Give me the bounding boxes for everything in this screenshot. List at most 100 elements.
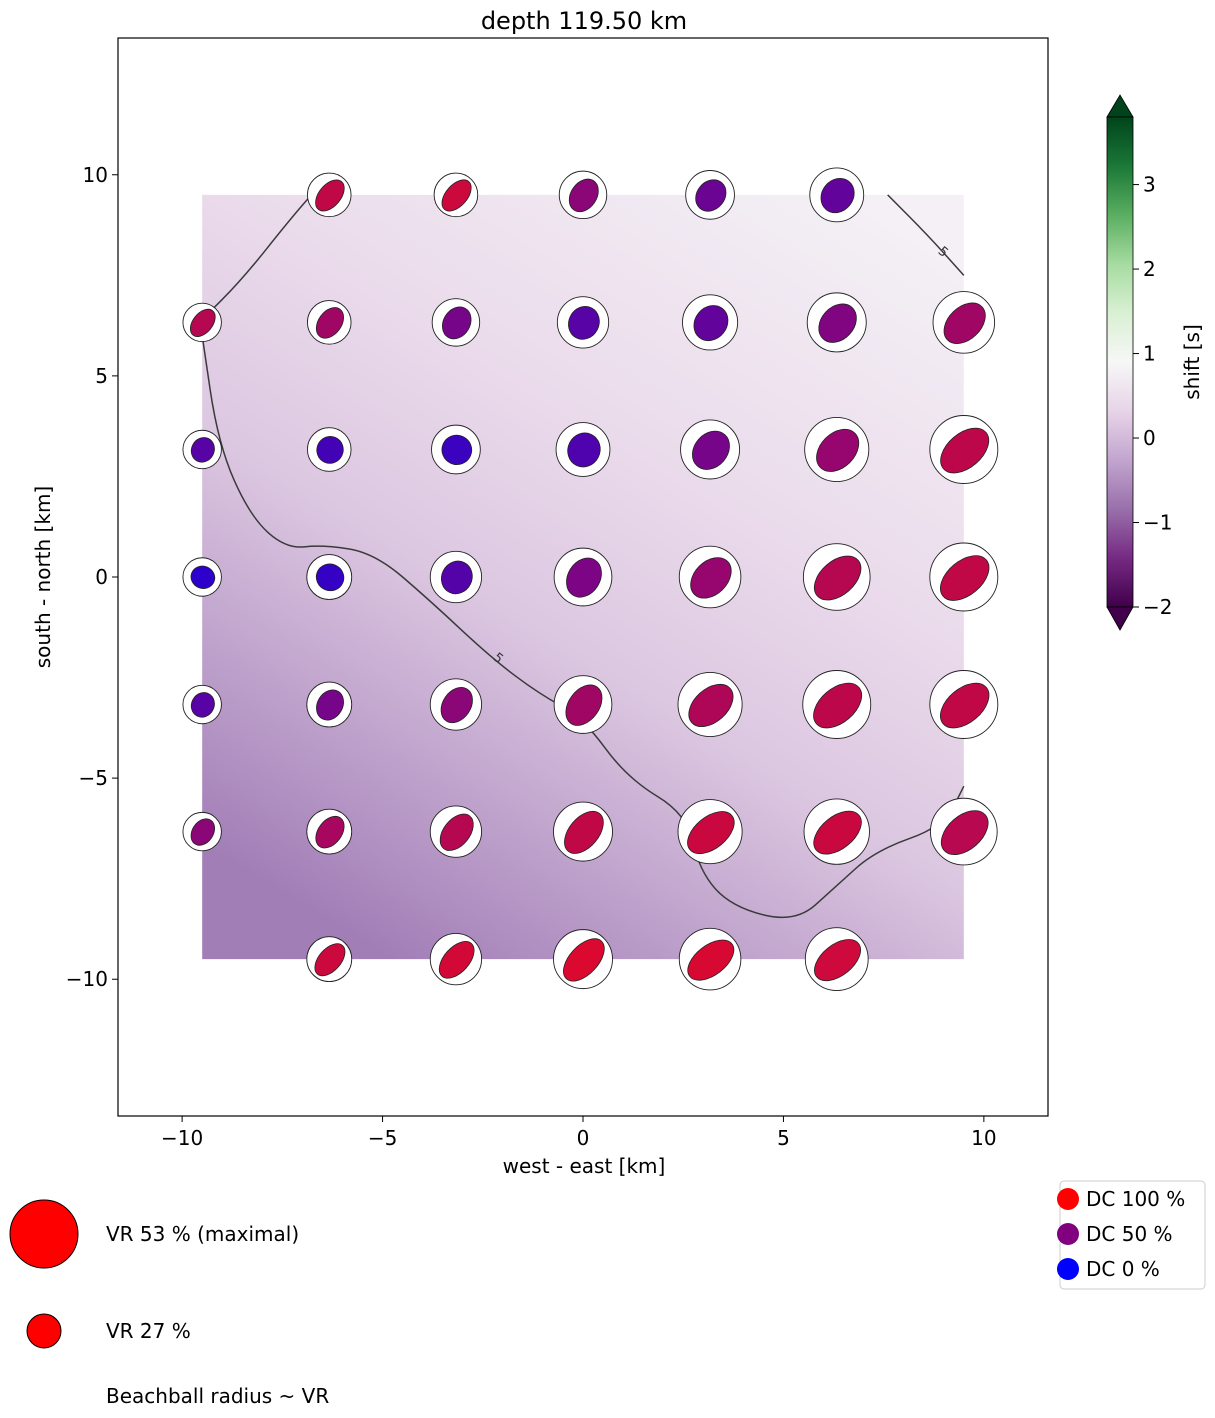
beachball-compression-lobe <box>813 682 863 729</box>
beachball-compression-lobe <box>813 810 862 855</box>
colorbar-tick-label: 0 <box>1143 426 1156 450</box>
x-tick-label: 10 <box>971 1126 996 1150</box>
beachball <box>306 427 352 472</box>
y-axis: −10 −5 0 5 10 <box>66 163 118 991</box>
beachball-compression-lobe <box>693 305 729 342</box>
beachball <box>682 294 739 351</box>
y-tick-label: 10 <box>83 163 108 187</box>
x-tick-label: 0 <box>577 1126 590 1150</box>
colorbar-extend-top <box>1106 94 1134 118</box>
beachball <box>306 681 353 728</box>
beachball-compression-lobe <box>688 683 734 728</box>
vr-legend-marker-min <box>26 1313 62 1349</box>
beachball <box>429 933 483 986</box>
beachball-compression-lobe <box>190 818 216 846</box>
beachball-compression-lobe <box>438 941 475 979</box>
vr-legend-label-max: VR 53 % (maximal) <box>106 1222 299 1246</box>
beachball-compression-lobe <box>563 938 605 982</box>
beachball-compression-lobe <box>695 179 727 212</box>
beachball <box>429 805 483 858</box>
beachball-compression-lobe <box>820 177 855 214</box>
beachballs <box>182 167 999 992</box>
beachball <box>555 422 611 477</box>
beachball-compression-lobe <box>565 684 603 726</box>
beachball-compression-lobe <box>567 432 601 468</box>
beachball-compression-lobe <box>315 307 345 339</box>
beachball <box>929 542 999 612</box>
y-tick-label: −10 <box>66 967 108 991</box>
beachball <box>678 545 742 609</box>
colorbar-tick-label: 3 <box>1143 173 1156 197</box>
beachball-compression-lobe <box>568 306 600 340</box>
beachball <box>680 419 741 480</box>
contour-line <box>887 194 965 276</box>
colorbar-label: shift [s] <box>1180 324 1204 400</box>
beachball <box>429 678 483 731</box>
beachball-compression-lobe <box>690 557 732 599</box>
beachball-compression-lobe <box>441 434 473 466</box>
beachball <box>806 292 867 353</box>
beachball <box>558 170 608 220</box>
beachball <box>932 291 996 354</box>
colorbar-gradient <box>1106 116 1134 608</box>
beachball-compression-lobe <box>687 811 735 855</box>
beachball <box>429 550 483 604</box>
beachball-compression-lobe <box>940 682 990 729</box>
beachball-compression-lobe <box>315 815 345 849</box>
beachball-compression-lobe <box>316 689 344 721</box>
dc-legend-label-100: DC 100 % <box>1086 1187 1185 1211</box>
beachball <box>804 927 869 992</box>
dc-legend-label-0: DC 0 % <box>1086 1257 1160 1281</box>
beachball <box>182 429 222 470</box>
beachball-compression-lobe <box>189 308 216 337</box>
beachball-compression-lobe <box>814 939 861 982</box>
beachball <box>431 298 481 347</box>
vr-legend-marker-max <box>9 1199 79 1269</box>
beachball-compression-lobe <box>940 427 990 474</box>
beachball-compression-lobe <box>940 555 990 601</box>
y-tick-label: −5 <box>79 766 108 790</box>
beachball <box>553 801 613 862</box>
beachball-compression-lobe <box>439 813 474 851</box>
beachball <box>930 797 998 866</box>
beachball <box>306 172 352 218</box>
y-tick-label: 5 <box>95 364 108 388</box>
beachball-compression-lobe <box>314 943 346 977</box>
beachball-compression-lobe <box>566 557 602 598</box>
beachball <box>809 167 865 223</box>
beachball <box>182 684 222 725</box>
vr-legend-note: Beachball radius ~ VR <box>106 1384 329 1408</box>
y-axis-label: south - north [km] <box>31 486 55 668</box>
beachball <box>182 557 222 597</box>
beachball <box>802 670 872 739</box>
beachball-compression-lobe <box>818 303 857 343</box>
chart-title: depth 119.50 km <box>481 7 687 35</box>
beachball <box>182 811 222 852</box>
beachball <box>306 554 353 600</box>
beachball-compression-lobe <box>940 810 989 855</box>
beachball-compression-lobe <box>943 302 986 344</box>
beachball-compression-lobe <box>190 437 215 463</box>
beachball <box>306 808 353 855</box>
colorbar-tick-label: −1 <box>1143 511 1172 535</box>
x-axis: −10 −5 0 5 10 <box>161 1116 997 1150</box>
beachball <box>306 936 353 983</box>
beachball <box>182 302 222 343</box>
x-tick-label: 5 <box>777 1126 790 1150</box>
colorbar-tick-label: −2 <box>1143 595 1172 619</box>
vr-legend-label-min: VR 27 % <box>106 1319 191 1343</box>
beachball <box>804 416 870 483</box>
beachball-compression-lobe <box>442 306 472 340</box>
beachball-compression-lobe <box>687 939 735 981</box>
beachball-compression-lobe <box>440 687 473 724</box>
beachball <box>929 670 999 739</box>
beachball-compression-lobe <box>813 555 862 601</box>
x-axis-label: west - east [km] <box>503 1154 666 1178</box>
beachball <box>553 929 613 990</box>
beachball <box>802 543 871 611</box>
beachball <box>678 927 742 991</box>
beachball-compression-lobe <box>816 428 860 472</box>
beachball <box>929 415 999 484</box>
beachball <box>553 547 613 607</box>
